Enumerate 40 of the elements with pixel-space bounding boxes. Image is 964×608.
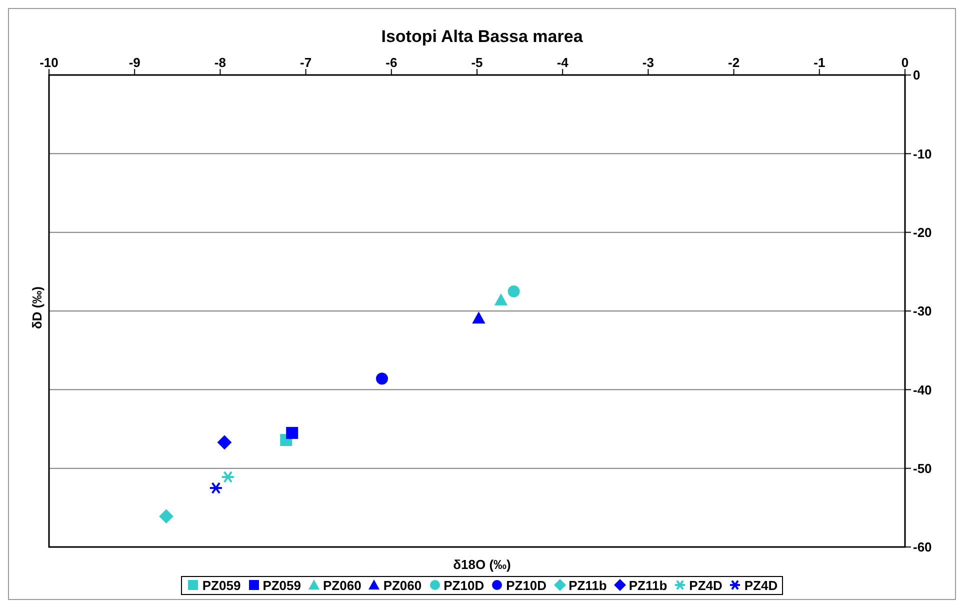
y-tick-label: -20 <box>913 224 932 240</box>
legend-label: PZ059 <box>201 578 241 592</box>
x-tick-label: -1 <box>814 55 826 70</box>
x-tick-label: -4 <box>556 55 570 70</box>
point <box>217 435 232 450</box>
point <box>220 470 235 484</box>
x-tick-label: -10 <box>40 55 58 70</box>
x-tick-label: -6 <box>386 55 398 70</box>
x-tick-label: -9 <box>128 55 140 70</box>
point <box>472 311 486 324</box>
point <box>159 509 174 524</box>
x-tick-label: -8 <box>214 55 226 70</box>
y-tick-label: -10 <box>913 146 932 162</box>
x-tick-label: -2 <box>728 55 740 70</box>
point <box>286 426 298 439</box>
point <box>376 372 388 385</box>
legend-label: PZ10D <box>442 578 484 592</box>
y-tick-label: -30 <box>913 304 932 319</box>
chart-title: Isotopi Alta Bassa marea <box>380 27 584 47</box>
point <box>508 285 520 298</box>
y-tick-label: -40 <box>913 382 932 398</box>
point <box>494 293 508 306</box>
x-tick-label: 0 <box>901 55 909 70</box>
legend-label: PZ11b <box>568 578 607 592</box>
legend-label: PZ10D <box>505 578 547 592</box>
y-tick-label: -50 <box>913 460 932 476</box>
y-tick-label: 0 <box>913 68 920 83</box>
x-tick-label: -7 <box>300 55 312 70</box>
point <box>208 482 223 494</box>
x-tick-label: -5 <box>471 55 483 70</box>
y-tick-label: -60 <box>913 540 932 555</box>
x-axis-title: δ18O (‰) <box>452 557 512 572</box>
legend-label: PZ11b <box>628 578 668 592</box>
legend-label: PZ4D <box>688 578 722 592</box>
x-tick-label: -3 <box>642 55 654 70</box>
legend-label: PZ4D <box>743 578 778 592</box>
legend-label: PZ059 <box>262 578 301 592</box>
y-axis-title: δD (‰) <box>30 286 44 329</box>
legend-label: PZ060 <box>322 578 362 592</box>
legend-label: PZ060 <box>382 578 422 592</box>
